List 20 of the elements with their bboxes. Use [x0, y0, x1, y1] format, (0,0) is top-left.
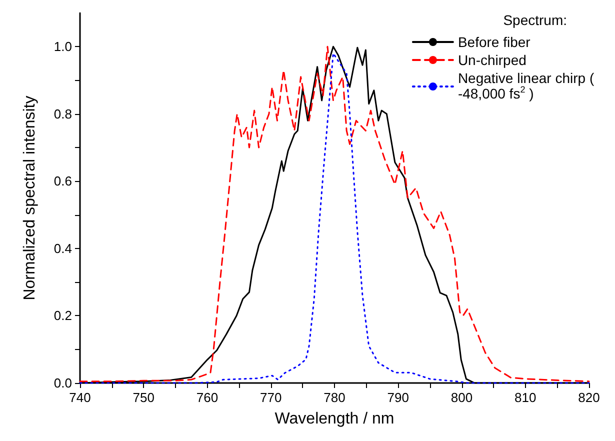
x-axis-title: Wavelength / nm — [274, 410, 394, 428]
y-tick-label: 0.2 — [54, 308, 72, 324]
legend-label: Un-chirped — [458, 52, 526, 68]
legend-title: Spectrum: — [503, 12, 568, 28]
x-tick-label: 740 — [69, 390, 91, 405]
y-axis-title: Normalized spectral intensity — [22, 96, 38, 300]
x-tick-label: 750 — [132, 390, 154, 405]
y-tick-label: 0.6 — [54, 174, 72, 189]
x-tick-label: 760 — [196, 390, 218, 405]
x-tick-label: 820 — [578, 390, 600, 405]
y-tick-label: 1.0 — [54, 39, 72, 54]
y-tick-label: 0.4 — [54, 240, 72, 256]
x-tick-label: 770 — [260, 390, 282, 405]
x-tick-label: 780 — [324, 390, 346, 405]
y-tick-label: 0.0 — [54, 376, 72, 390]
x-tick-label: 800 — [450, 390, 473, 405]
legend-label: Before fiber — [458, 34, 531, 50]
y-tick-label: 0.8 — [54, 106, 72, 122]
x-tick-label: 810 — [514, 390, 536, 405]
x-tick-label: 790 — [387, 390, 409, 405]
